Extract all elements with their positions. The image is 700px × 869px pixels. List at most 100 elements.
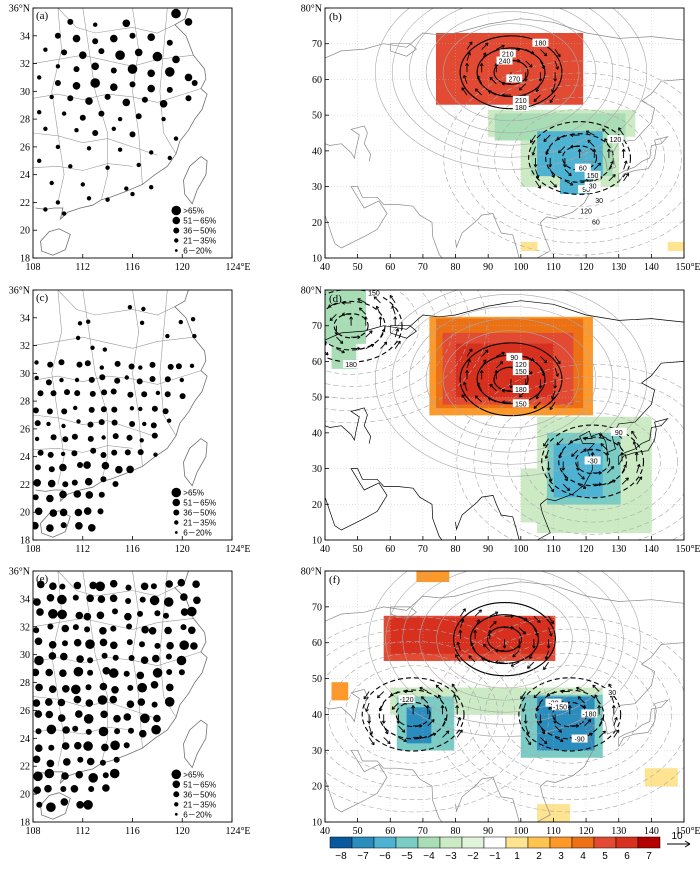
shaded-cell: [522, 651, 531, 661]
wind-arrowhead: [556, 136, 560, 140]
wind-arrowhead: [320, 332, 323, 335]
shaded-cell: [422, 617, 432, 627]
station-dot: [55, 144, 61, 150]
station-dot: [128, 727, 134, 734]
shaded-cell: [502, 406, 512, 416]
shaded-cell: [390, 617, 399, 627]
wind-vector: [518, 627, 526, 635]
shaded-cell: [473, 651, 482, 661]
legend-label: 36－50%: [183, 227, 216, 236]
wind-arrowhead: [587, 719, 592, 723]
shaded-cell: [545, 166, 554, 177]
x-tick-label: 80: [451, 826, 461, 837]
station-dot: [124, 449, 131, 456]
station-dot: [184, 18, 193, 26]
wind-vector: [365, 344, 375, 350]
shaded-cell: [635, 515, 644, 525]
coastline: [389, 606, 417, 620]
shaded-cell: [414, 644, 424, 654]
shaded-cell: [406, 687, 416, 697]
wind-vector: [421, 696, 429, 704]
wind-vector: [489, 620, 497, 629]
wind-arrowhead: [543, 740, 548, 745]
shaded-cell: [506, 651, 515, 661]
wind-vector: [512, 650, 520, 658]
shaded-cell: [439, 687, 448, 697]
shaded-cell: [480, 687, 489, 697]
station-dot: [184, 73, 193, 82]
y-tick-label: 28: [20, 678, 30, 689]
wind-arrowhead: [582, 485, 587, 489]
wind-vector: [302, 303, 307, 310]
province-border: [33, 132, 158, 156]
shaded-cell: [569, 515, 579, 525]
station-dot: [87, 657, 94, 664]
wind-vector: [577, 696, 585, 704]
wind-arrowhead: [621, 148, 626, 152]
shaded-cell: [602, 506, 611, 516]
legend-label: >65%: [183, 207, 204, 216]
station-dot: [165, 333, 170, 339]
wind-arrowhead: [357, 346, 361, 351]
wind-arrowhead: [363, 316, 368, 320]
wind-arrowhead: [623, 464, 627, 468]
station-dot: [164, 697, 175, 707]
wind-vector: [636, 476, 643, 485]
station-dot: [79, 114, 86, 121]
wind-vector: [474, 395, 483, 403]
shaded-cell: [520, 168, 530, 178]
field-panel-f: -120-180-30-90-1503040506070809010011012…: [301, 567, 700, 838]
shaded-cell: [569, 748, 579, 758]
wind-arrowhead: [583, 436, 587, 441]
shaded-cell: [484, 59, 494, 70]
shaded-cell: [550, 41, 559, 52]
station-dot: [122, 19, 131, 28]
shaded-cell: [594, 470, 603, 480]
shaded-cell: [586, 425, 595, 435]
station-dot: [188, 626, 196, 635]
station-dot: [137, 610, 143, 617]
shaded-cell: [431, 644, 440, 654]
shaded-cell: [445, 723, 455, 733]
shaded-cell: [618, 461, 628, 471]
shaded-cell: [463, 343, 473, 353]
shaded-cell: [398, 644, 407, 654]
wind-arrowhead: [518, 87, 523, 91]
shaded-cell: [569, 425, 579, 435]
wind-vector: [577, 472, 585, 480]
wind-arrowhead: [587, 139, 591, 144]
station-dot: [136, 162, 141, 168]
wind-vector: [602, 128, 610, 136]
shaded-cell: [537, 626, 546, 636]
station-dot: [109, 695, 118, 704]
station-dot: [57, 594, 67, 605]
x-tick-label: 124°E: [225, 826, 250, 837]
shaded-cell: [661, 768, 670, 778]
station-dot: [91, 62, 99, 71]
shaded-cell: [586, 140, 595, 150]
shaded-cell: [537, 495, 546, 505]
wind-vector: [540, 49, 548, 57]
wind-arrowhead: [501, 81, 505, 86]
legend-label: 6－20%: [183, 247, 211, 256]
station-dot: [54, 80, 61, 86]
x-tick-label: 116: [125, 544, 140, 555]
shaded-cell: [653, 777, 662, 787]
y-tick-label: 20: [312, 500, 322, 511]
station-dot: [60, 652, 68, 661]
shaded-cell: [480, 352, 489, 362]
station-dot: [45, 379, 52, 386]
shaded-cell: [626, 118, 636, 128]
wind-arrowhead: [420, 696, 425, 700]
shaded-cell: [488, 696, 497, 706]
shaded-cell: [558, 41, 567, 52]
station-dot: [101, 389, 108, 396]
wind-arrowhead: [367, 720, 371, 724]
map-layer: [33, 571, 208, 820]
wind-vector: [398, 725, 406, 733]
y-tick-label: 24: [20, 170, 30, 181]
shaded-cell: [577, 149, 587, 159]
wind-arrowhead: [304, 320, 307, 323]
shaded-cell: [561, 452, 571, 462]
colorbar-swatch: [439, 836, 463, 849]
